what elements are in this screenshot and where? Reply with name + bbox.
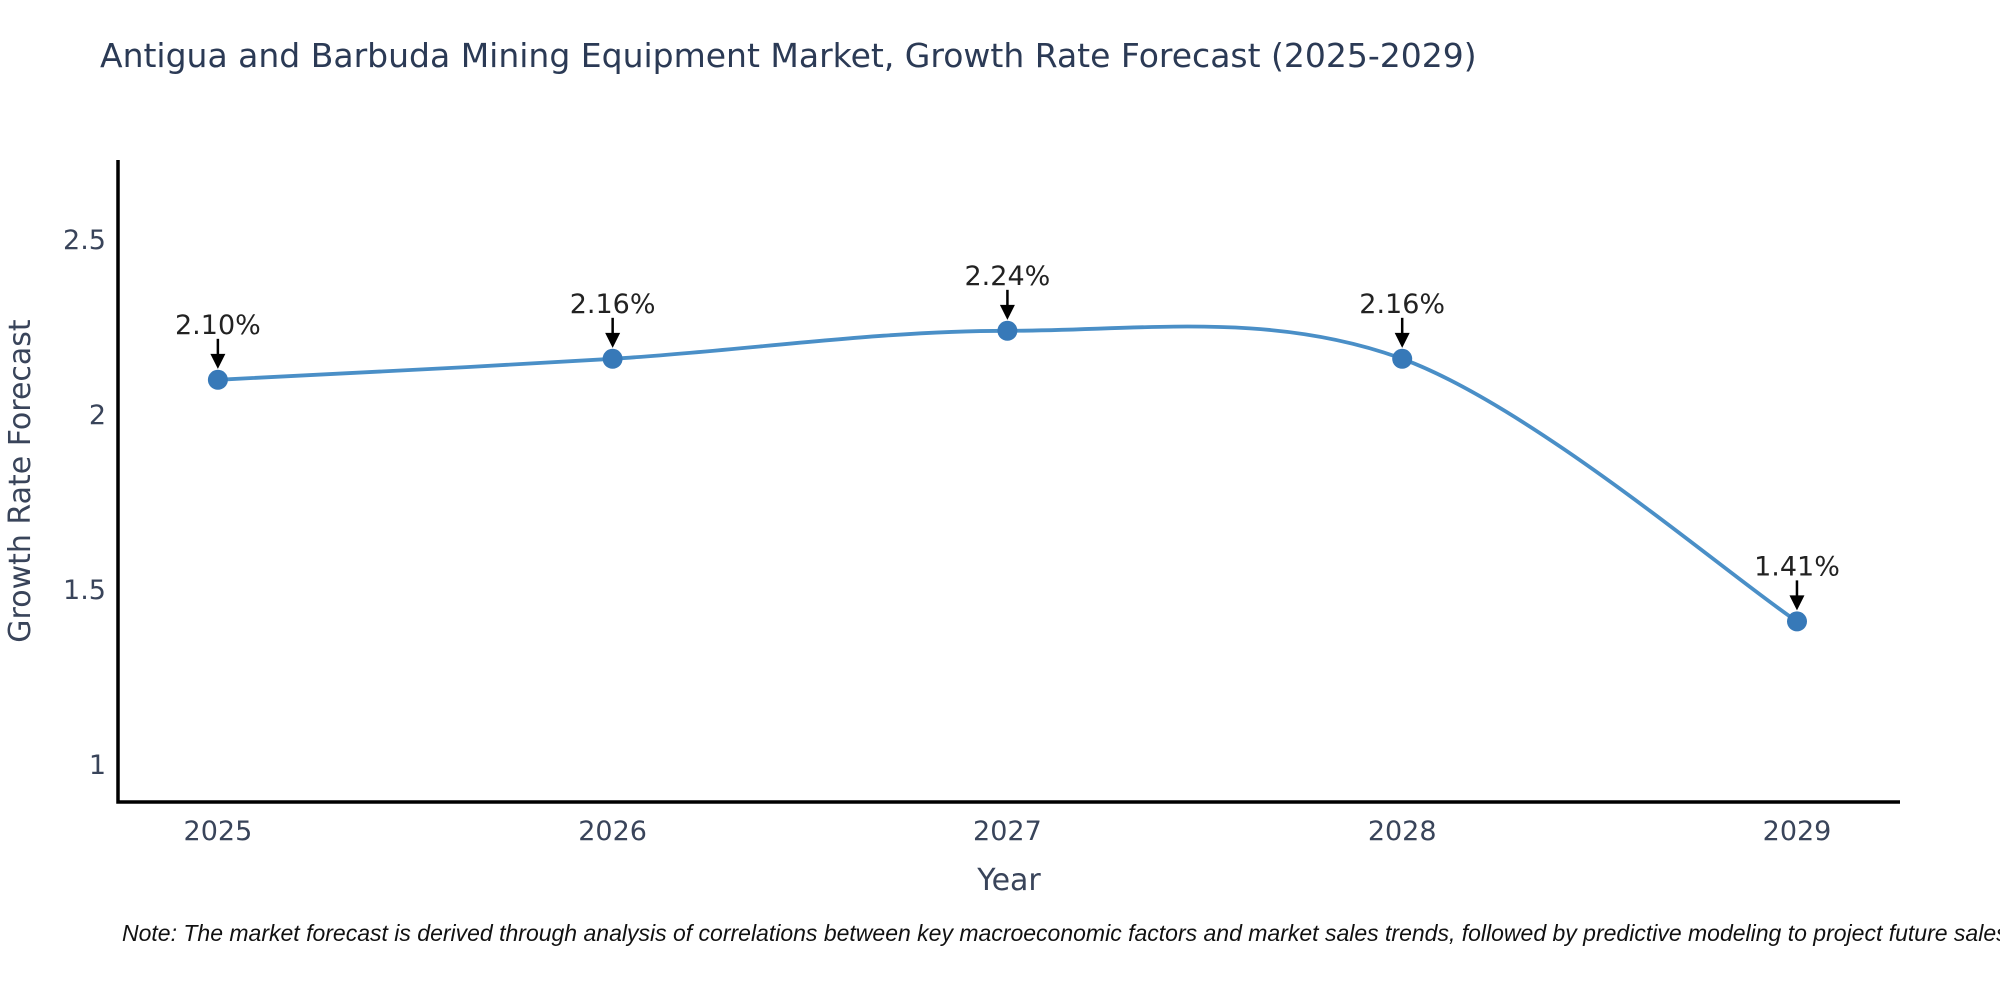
annotation-arrow-head [1394,332,1410,348]
x-tick-label: 2028 [1368,816,1437,847]
data-point-marker [997,320,1018,341]
axis-spines [116,160,1900,804]
point-value-label: 2.16% [1359,289,1445,320]
x-tick-label: 2025 [184,816,253,847]
chart-title: Antigua and Barbuda Mining Equipment Mar… [100,36,1477,75]
point-value-label: 2.24% [965,261,1051,292]
annotation-arrow-head [605,332,621,348]
annotation-arrow-head [999,304,1015,320]
trend-line [216,324,1799,624]
point-value-label: 1.41% [1754,551,1840,582]
y-tick-label: 1 [89,750,106,781]
data-point-marker [207,369,228,390]
x-tick-label: 2026 [578,816,647,847]
annotation-arrow-head [210,353,226,369]
y-axis-title: Growth Rate Forecast [3,319,38,643]
data-point-marker [1392,348,1413,369]
point-value-label: 2.10% [175,310,261,341]
y-tick-label: 2.5 [63,225,106,256]
point-value-label: 2.16% [570,289,656,320]
x-tick-label: 2029 [1763,816,1832,847]
chart-footnote: Note: The market forecast is derived thr… [122,920,2000,946]
x-tick-label: 2027 [973,816,1042,847]
x-axis-title: Year [976,863,1041,898]
data-point-marker [1787,611,1807,632]
annotation-arrow-head [1789,595,1805,611]
y-tick-label: 2 [89,400,106,431]
y-tick-label: 1.5 [63,575,106,606]
data-point-marker [602,348,623,369]
